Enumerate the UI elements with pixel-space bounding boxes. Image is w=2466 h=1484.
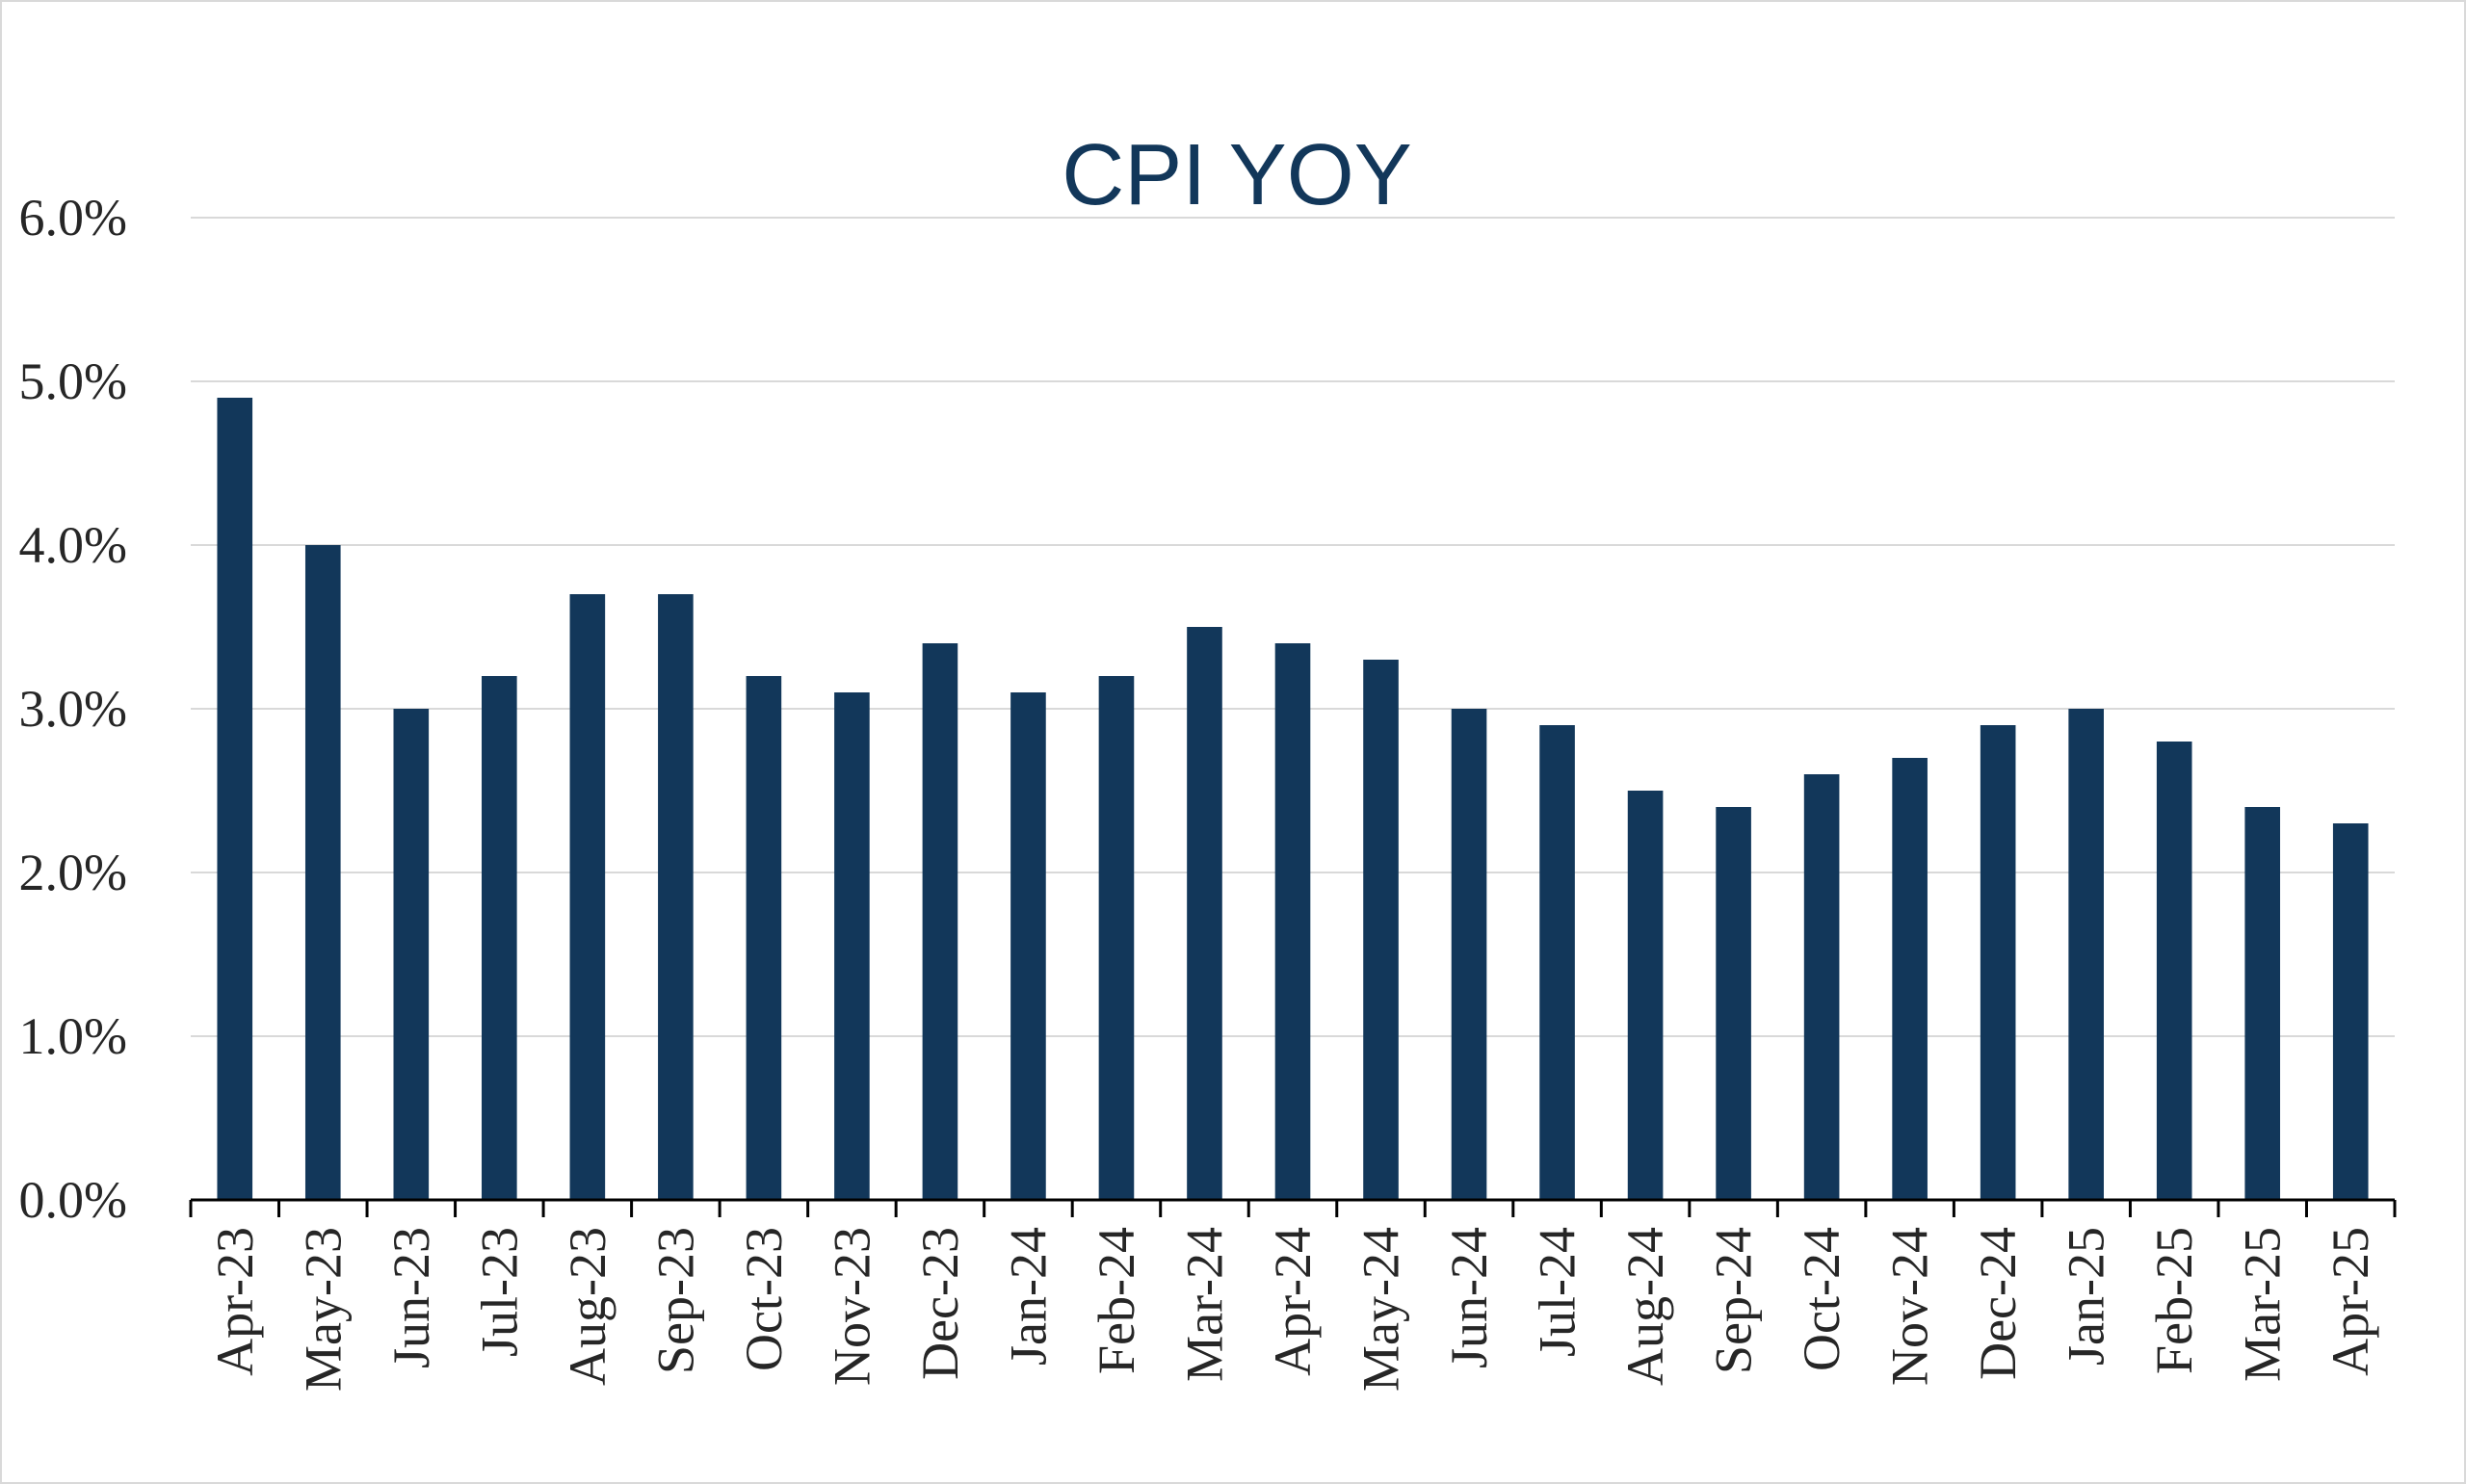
x-tick-label: Aug-24 xyxy=(1616,1227,1674,1386)
x-tick-label: Jun-24 xyxy=(1440,1227,1498,1368)
x-axis-tick-labels: Apr-23 May-23 Jun-23 Jul-23 Aug-23 Sep-23 Oct-… xyxy=(206,1227,2379,1392)
x-tick-label: Dec-24 xyxy=(1969,1227,2027,1380)
x-tick-label: Apr-24 xyxy=(1264,1227,1322,1376)
x-tick-label: Apr-23 xyxy=(206,1227,264,1376)
bar-nov-23 xyxy=(834,692,870,1200)
bar-feb-24 xyxy=(1098,676,1135,1200)
y-tick-label: 2.0% xyxy=(19,844,127,901)
y-tick-label: 5.0% xyxy=(19,352,127,410)
x-tick-label: Nov-24 xyxy=(1881,1227,1939,1386)
bar-jun-23 xyxy=(393,709,430,1200)
x-tick-label: Oct-23 xyxy=(735,1227,793,1371)
x-tick-label: Feb-24 xyxy=(1088,1227,1145,1374)
bar-sep-24 xyxy=(1716,807,1751,1200)
bar-mar-25 xyxy=(2244,807,2281,1200)
bar-oct-24 xyxy=(1803,774,1840,1200)
y-tick-label: 3.0% xyxy=(19,680,127,738)
x-tick-label: Mar-24 xyxy=(1175,1227,1233,1382)
x-tick-label: Jan-25 xyxy=(2058,1227,2115,1366)
bar-jul-23 xyxy=(482,676,517,1200)
bar-sep-23 xyxy=(658,594,694,1200)
bar-apr-25 xyxy=(2332,823,2369,1200)
x-tick-label: Jul-24 xyxy=(1529,1227,1587,1357)
x-tick-label: Feb-25 xyxy=(2145,1227,2203,1374)
x-tick-label: Jun-23 xyxy=(382,1227,440,1368)
y-tick-label: 0.0% xyxy=(19,1171,127,1229)
bar-nov-24 xyxy=(1892,758,1928,1200)
y-tick-label: 4.0% xyxy=(19,516,127,574)
x-tick-label: Sep-24 xyxy=(1705,1227,1763,1374)
x-tick-label: Dec-23 xyxy=(911,1227,969,1380)
x-axis xyxy=(189,1198,2397,1217)
bar-oct-23 xyxy=(746,676,782,1200)
bar-jan-25 xyxy=(2068,709,2104,1200)
x-tick-label: Jan-24 xyxy=(999,1227,1057,1366)
x-tick-label: May-24 xyxy=(1352,1227,1410,1392)
bar-mar-24 xyxy=(1187,627,1222,1200)
x-tick-label: Mar-25 xyxy=(2234,1227,2292,1382)
x-tick-label: May-23 xyxy=(294,1227,352,1392)
x-tick-label: Oct-24 xyxy=(1793,1227,1850,1371)
x-tick-label: Nov-23 xyxy=(823,1227,880,1386)
bar-may-23 xyxy=(304,545,341,1200)
x-tick-label: Sep-23 xyxy=(646,1227,704,1374)
bar-aug-24 xyxy=(1627,791,1664,1200)
bar-feb-25 xyxy=(2156,742,2192,1200)
y-axis-tick-labels: 0.0% 1.0% 2.0% 3.0% 4.0% 5.0% 6.0% xyxy=(19,189,127,1229)
bar-jan-24 xyxy=(1010,692,1046,1200)
bar-apr-23 xyxy=(217,398,253,1200)
chart-title: CPI YOY xyxy=(1062,127,1411,223)
bar-jul-24 xyxy=(1539,725,1575,1200)
bar-aug-23 xyxy=(569,594,606,1200)
bar-dec-23 xyxy=(922,643,958,1200)
x-tick-label: Jul-23 xyxy=(470,1227,528,1357)
y-tick-label: 1.0% xyxy=(19,1007,127,1065)
y-tick-label: 6.0% xyxy=(19,189,127,247)
bar-apr-24 xyxy=(1274,643,1311,1200)
bar-may-24 xyxy=(1363,660,1399,1200)
bars xyxy=(217,398,2369,1200)
x-tick-label: Apr-25 xyxy=(2322,1227,2379,1376)
bar-dec-24 xyxy=(1980,725,2016,1200)
x-tick-label: Aug-23 xyxy=(559,1227,616,1386)
bar-jun-24 xyxy=(1451,709,1487,1200)
